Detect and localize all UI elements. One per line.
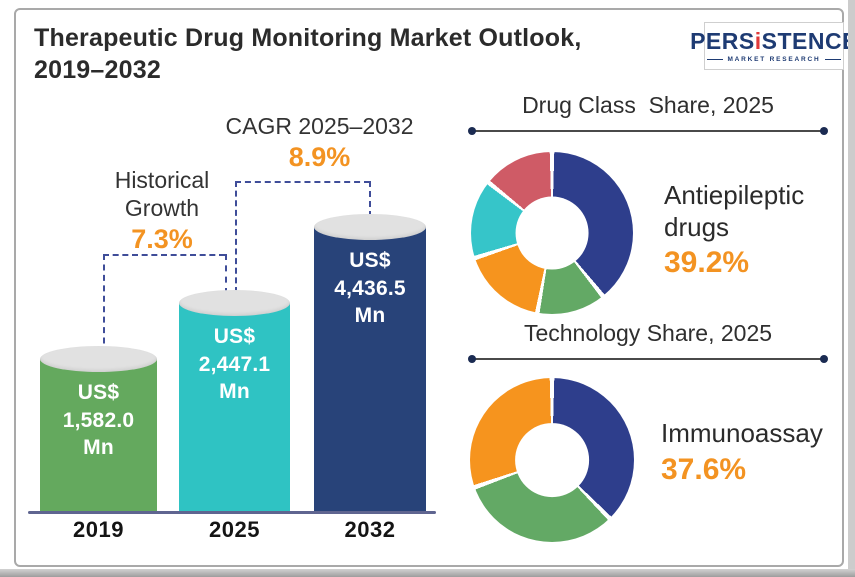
page-edge-bottom (0, 569, 855, 577)
bar-2019: US$ 1,582.0 Mn (40, 10, 157, 513)
bar-2019-cylinder-top (40, 346, 157, 372)
historical-growth-label: Historical Growth (114, 167, 210, 222)
donut-hole (515, 423, 589, 497)
bar-2032-value-label: US$ 4,436.5 Mn (314, 247, 426, 330)
drug-class-share-title: Drug Class Share, 2025 (522, 92, 774, 118)
historical-bracket-right-line (225, 254, 227, 294)
page-edge-right (848, 0, 855, 577)
bar-2032-cylinder-top (314, 214, 426, 240)
bar-2025-value-line1: US$ (213, 325, 256, 348)
drug-class-donut-chart (471, 152, 633, 314)
bar-2032: US$ 4,436.5 Mn (314, 10, 426, 513)
cagr-bracket-top-line (235, 181, 370, 183)
infographic-card: Therapeutic Drug Monitoring Market Outlo… (14, 8, 855, 567)
bar-2025-value-line3: Mn (219, 380, 250, 404)
tagline-rule-left (707, 58, 724, 60)
bar-2025-cylinder-top (179, 290, 290, 316)
cagr-bracket-left-line (235, 181, 237, 293)
drug-class-separator-line (468, 127, 828, 135)
technology-callout: Immunoassay 37.6% (661, 418, 855, 487)
cagr-annotation: CAGR 2025–2032 8.9% (222, 112, 417, 173)
bar-2032-value-line3: Mn (354, 304, 386, 328)
bar-2025: US$ 2,447.1 Mn (179, 10, 290, 513)
x-axis-label-2032: 2032 (344, 517, 396, 542)
separator-dot-right (820, 355, 828, 363)
bar-2019-value-line3: Mn (83, 436, 114, 460)
page-title-line2: 2019–2032 (34, 56, 161, 84)
page-title-line1: Therapeutic Drug Monitoring Market Outlo… (34, 24, 582, 52)
bar-2019-value-line2: 1,582.0 (62, 408, 135, 432)
x-axis-label-2025: 2025 (209, 517, 260, 542)
drug-class-callout-label: Antiepileptic drugs (664, 180, 805, 242)
x-axis-baseline (28, 511, 436, 514)
logo-brand-text: PERSiSTENCE (690, 27, 855, 54)
separator-dot-right (820, 127, 828, 135)
bar-2032-body (314, 227, 426, 513)
logo-tagline-text: MARKET RESEARCH (727, 55, 821, 63)
cagr-bracket-right-line (369, 181, 371, 217)
donut-hole (515, 196, 589, 270)
historical-bracket-top-line (103, 254, 225, 256)
logo-tagline: MARKET RESEARCH (707, 55, 841, 63)
bar-2019-value-line1: US$ (77, 381, 120, 404)
bar-2032-value-line2: 4,436.5 (334, 276, 406, 300)
cagr-label: CAGR 2025–2032 (225, 113, 414, 139)
bar-chart: US$ 1,582.0 Mn US$ 2,447.1 Mn US$ 4,436.… (30, 10, 432, 513)
historical-growth-value: 7.3% (131, 224, 193, 255)
cagr-value: 8.9% (288, 142, 351, 173)
separator-dot-left (468, 355, 476, 363)
persistence-logo: PERSiSTENCE MARKET RESEARCH (690, 22, 855, 70)
tagline-rule-right (824, 58, 841, 60)
technology-donut-chart (470, 378, 634, 542)
technology-separator-line (468, 355, 828, 363)
page-title: Therapeutic Drug Monitoring Market Outlo… (34, 22, 654, 86)
x-axis-label-2019: 2019 (73, 517, 124, 542)
bar-2025-value-label: US$ 2,447.1 Mn (179, 323, 290, 406)
historical-growth-annotation: Historical Growth 7.3% (82, 166, 242, 255)
technology-callout-value: 37.6% (661, 452, 747, 486)
bar-2025-value-line2: 2,447.1 (198, 352, 271, 376)
bar-2025-body (179, 303, 290, 513)
logo-brand-post: STENCE (761, 27, 855, 54)
technology-share-title: Technology Share, 2025 (523, 320, 773, 346)
logo-brand-i: i (754, 27, 762, 54)
bar-2019-value-label: US$ 1,582.0 Mn (40, 379, 157, 462)
logo-brand-pre: PERS (690, 27, 755, 54)
drug-class-callout-value: 39.2% (664, 246, 750, 280)
historical-bracket-left-line (103, 254, 105, 354)
separator-dot-left (468, 127, 476, 135)
bar-2019-body (40, 359, 157, 513)
drug-class-callout: Antiepileptic drugs 39.2% (664, 180, 849, 280)
technology-callout-label: Immunoassay (661, 418, 823, 448)
bar-2032-value-line1: US$ (349, 249, 391, 272)
